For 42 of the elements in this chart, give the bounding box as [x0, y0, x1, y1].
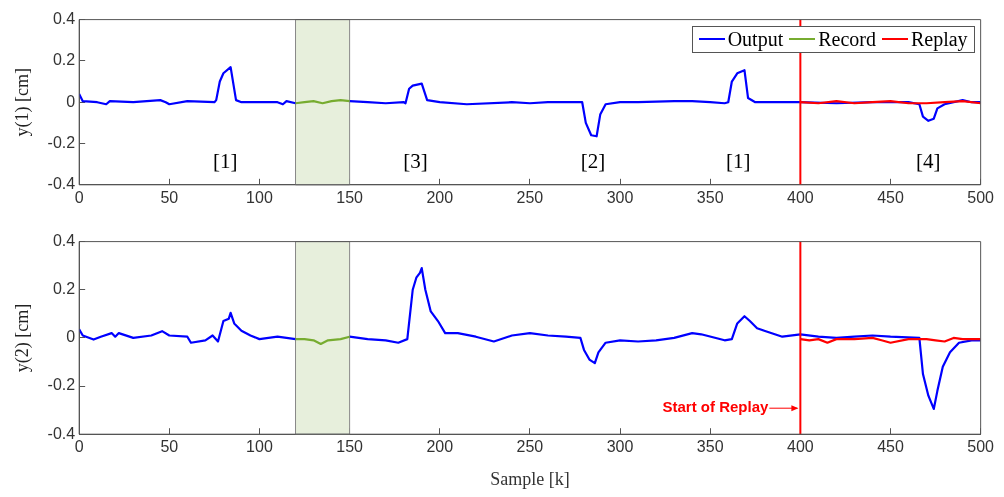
- annotation: [2]: [580, 149, 606, 174]
- y-tick-label: 0: [66, 92, 76, 110]
- annotation: [4]: [916, 149, 941, 174]
- annotation: [1]: [212, 149, 238, 174]
- x-tick-label: 50: [160, 188, 179, 206]
- x-tick-label: 350: [696, 438, 724, 456]
- x-tick-label: 200: [426, 438, 454, 456]
- x-tick-label: 100: [246, 188, 273, 206]
- y-tick-label: -0.4: [47, 424, 76, 442]
- legend-label: Replay: [910, 27, 968, 51]
- x-tick-label: 300: [606, 188, 634, 206]
- x-tick-label: 250: [516, 188, 544, 206]
- x-tick-label: 250: [516, 438, 544, 456]
- x-tick-label: 500: [967, 438, 995, 456]
- y-axis-title: y(2) [cm]: [11, 303, 33, 373]
- x-tick-label: 300: [606, 438, 634, 456]
- x-tick-label: 200: [426, 188, 454, 206]
- y-tick-label: 0.2: [52, 280, 76, 298]
- y-axis-title: y(1) [cm]: [11, 67, 33, 137]
- x-axis-title: Sample [k]: [490, 468, 570, 489]
- x-tick-label: 450: [877, 438, 904, 456]
- y-tick-label: 0.4: [52, 10, 76, 28]
- x-tick-label: 50: [160, 438, 179, 456]
- y-tick-label: 0.4: [52, 232, 76, 250]
- x-tick-label: 150: [336, 188, 364, 206]
- x-tick-label: 500: [967, 188, 995, 206]
- annotation: [1]: [725, 149, 751, 174]
- x-tick-label: 400: [787, 438, 814, 456]
- annotation: [3]: [403, 149, 428, 174]
- y-tick-label: 0: [66, 328, 76, 346]
- x-tick-label: 100: [246, 438, 273, 456]
- x-tick-label: 350: [696, 188, 724, 206]
- legend-label: Record: [818, 27, 876, 51]
- x-tick-label: 400: [787, 188, 814, 206]
- y-tick-label: -0.4: [47, 175, 76, 193]
- y-tick-label: -0.2: [47, 376, 76, 394]
- legend-label: Output: [727, 27, 784, 51]
- y-tick-label: 0.2: [52, 51, 76, 69]
- x-tick-label: 150: [336, 438, 364, 456]
- ref-line-label: Start of Replay: [662, 398, 770, 416]
- x-tick-label: 450: [877, 188, 904, 206]
- y-tick-label: -0.2: [47, 133, 76, 151]
